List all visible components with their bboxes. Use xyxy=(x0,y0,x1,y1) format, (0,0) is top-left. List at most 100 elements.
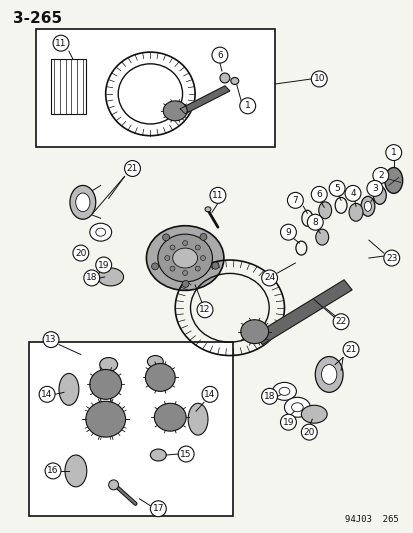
Text: 20: 20 xyxy=(75,248,86,257)
Circle shape xyxy=(306,214,323,230)
Ellipse shape xyxy=(230,77,238,84)
Ellipse shape xyxy=(291,403,302,411)
Circle shape xyxy=(164,255,169,261)
Ellipse shape xyxy=(97,268,123,286)
Ellipse shape xyxy=(70,185,95,219)
Text: 3: 3 xyxy=(371,184,377,193)
Circle shape xyxy=(287,192,303,208)
Circle shape xyxy=(151,263,158,270)
Ellipse shape xyxy=(145,364,175,391)
Circle shape xyxy=(366,181,382,196)
Ellipse shape xyxy=(172,248,197,268)
Ellipse shape xyxy=(204,207,211,212)
Text: 6: 6 xyxy=(216,51,222,60)
Circle shape xyxy=(385,144,401,160)
Ellipse shape xyxy=(90,369,121,399)
Ellipse shape xyxy=(76,193,90,212)
Circle shape xyxy=(202,386,217,402)
Ellipse shape xyxy=(384,167,402,193)
Ellipse shape xyxy=(219,73,229,83)
Ellipse shape xyxy=(147,356,163,367)
Circle shape xyxy=(209,188,225,203)
Text: 9: 9 xyxy=(285,228,291,237)
Circle shape xyxy=(239,98,255,114)
Ellipse shape xyxy=(163,101,187,121)
Text: 6: 6 xyxy=(316,190,321,199)
Circle shape xyxy=(311,187,326,203)
Text: 11: 11 xyxy=(212,191,223,200)
Text: 13: 13 xyxy=(45,335,57,344)
Circle shape xyxy=(162,234,169,241)
Circle shape xyxy=(332,314,348,330)
Circle shape xyxy=(95,257,112,273)
Circle shape xyxy=(182,280,189,287)
Circle shape xyxy=(53,35,69,51)
Ellipse shape xyxy=(318,202,331,219)
Circle shape xyxy=(372,167,388,183)
Text: 8: 8 xyxy=(312,218,317,227)
Circle shape xyxy=(197,302,212,318)
Text: 14: 14 xyxy=(204,390,215,399)
Ellipse shape xyxy=(65,455,87,487)
Circle shape xyxy=(328,181,344,196)
Text: 15: 15 xyxy=(180,449,192,458)
Circle shape xyxy=(39,386,55,402)
Text: 24: 24 xyxy=(263,273,275,282)
Circle shape xyxy=(170,266,175,271)
FancyBboxPatch shape xyxy=(51,59,85,114)
Polygon shape xyxy=(254,280,351,345)
Circle shape xyxy=(178,446,194,462)
Text: 18: 18 xyxy=(263,392,275,401)
Ellipse shape xyxy=(315,357,342,392)
Text: 10: 10 xyxy=(313,75,324,84)
Circle shape xyxy=(43,332,59,348)
Text: 1: 1 xyxy=(390,148,396,157)
Ellipse shape xyxy=(157,234,212,282)
Circle shape xyxy=(150,501,166,516)
Ellipse shape xyxy=(348,203,362,221)
Text: 17: 17 xyxy=(152,504,164,513)
Text: 5: 5 xyxy=(333,184,339,193)
Circle shape xyxy=(195,266,200,271)
Ellipse shape xyxy=(278,387,289,395)
Text: 94J03  265: 94J03 265 xyxy=(344,515,398,523)
Ellipse shape xyxy=(146,225,223,290)
Text: 4: 4 xyxy=(349,189,355,198)
Text: 21: 21 xyxy=(344,345,356,354)
Ellipse shape xyxy=(360,196,374,216)
Circle shape xyxy=(124,160,140,176)
Ellipse shape xyxy=(90,223,112,241)
Text: 18: 18 xyxy=(86,273,97,282)
Circle shape xyxy=(83,270,100,286)
Text: 11: 11 xyxy=(55,39,66,47)
Circle shape xyxy=(261,389,277,404)
Circle shape xyxy=(195,245,200,250)
Text: 16: 16 xyxy=(47,466,59,475)
Ellipse shape xyxy=(59,374,78,405)
Circle shape xyxy=(342,342,358,358)
Circle shape xyxy=(383,250,399,266)
Circle shape xyxy=(280,224,296,240)
Ellipse shape xyxy=(315,229,328,245)
Ellipse shape xyxy=(363,201,370,211)
Ellipse shape xyxy=(240,320,268,344)
Ellipse shape xyxy=(272,382,296,400)
Ellipse shape xyxy=(85,401,125,437)
Ellipse shape xyxy=(100,358,117,372)
Circle shape xyxy=(280,414,296,430)
Text: 19: 19 xyxy=(282,418,294,427)
Text: 23: 23 xyxy=(385,254,396,263)
FancyBboxPatch shape xyxy=(36,29,274,147)
Circle shape xyxy=(170,245,175,250)
Ellipse shape xyxy=(95,228,105,236)
Circle shape xyxy=(200,255,205,261)
Circle shape xyxy=(211,262,218,269)
Ellipse shape xyxy=(284,397,310,417)
Ellipse shape xyxy=(150,449,166,461)
Circle shape xyxy=(45,463,61,479)
Circle shape xyxy=(73,245,88,261)
Circle shape xyxy=(344,185,360,201)
Text: 14: 14 xyxy=(41,390,52,399)
Ellipse shape xyxy=(321,365,336,384)
Ellipse shape xyxy=(373,187,385,204)
